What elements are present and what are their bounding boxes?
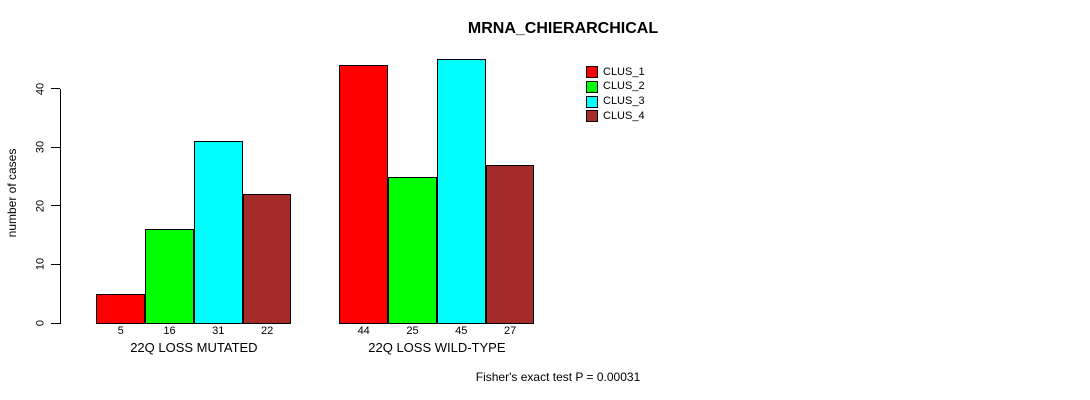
- legend-item: CLUS_1: [586, 66, 645, 78]
- bar-clus_1-group2: [339, 65, 389, 324]
- fisher-test-note: Fisher's exact test P = 0.00031: [475, 370, 641, 384]
- y-axis-tick: [51, 205, 60, 207]
- y-axis-tick-label: 40: [34, 82, 47, 95]
- bar-value-label: 25: [406, 325, 419, 337]
- bar-value-label: 16: [163, 325, 176, 337]
- y-axis-tick: [51, 146, 60, 148]
- legend-label: CLUS_3: [603, 95, 645, 108]
- bar-value-label: 45: [455, 325, 468, 337]
- legend-item: CLUS_4: [586, 109, 645, 123]
- bar-value-label: 5: [117, 325, 124, 337]
- chart-title: MRNA_CHIERARCHICAL: [467, 20, 659, 37]
- y-axis-tick-label: 0: [34, 319, 47, 327]
- bar-clus_4-group1: [242, 194, 292, 324]
- legend-swatch-clus_4: [586, 110, 598, 123]
- bar-clus_1-group1: [96, 293, 146, 324]
- legend-label: CLUS_2: [603, 80, 645, 93]
- x-group-label: 22Q LOSS WILD-TYPE: [368, 340, 506, 355]
- y-axis-tick-label: 20: [34, 199, 47, 212]
- bar-clus_4-group2: [485, 164, 535, 324]
- bar-clus_2-group2: [388, 176, 437, 324]
- legend-item: CLUS_2: [586, 80, 645, 93]
- bar-clus_2-group1: [145, 229, 194, 324]
- bar-value-label: 44: [357, 325, 370, 337]
- y-axis-tick: [51, 88, 60, 90]
- legend-swatch-clus_1: [586, 66, 598, 78]
- bar-value-label: 22: [260, 325, 274, 337]
- legend: CLUS_1 CLUS_2 CLUS_3 CLUS_4: [586, 66, 645, 123]
- y-axis-line: [60, 88, 61, 324]
- legend-swatch-clus_2: [586, 80, 598, 93]
- legend-item: CLUS_3: [586, 95, 645, 108]
- y-axis-tick: [51, 263, 60, 265]
- y-axis-tick-label: 10: [34, 258, 47, 271]
- y-axis-tick-label: 30: [34, 141, 47, 154]
- bar-value-label: 31: [212, 325, 225, 337]
- legend-swatch-clus_3: [586, 95, 598, 108]
- bar-value-label: 27: [503, 325, 517, 337]
- bar-clus_3-group1: [193, 141, 243, 324]
- legend-label: CLUS_4: [603, 109, 645, 122]
- y-axis-tick: [51, 322, 60, 324]
- legend-label: CLUS_1: [603, 65, 645, 78]
- x-group-label: 22Q LOSS MUTATED: [130, 340, 258, 355]
- bar-clus_3-group2: [436, 59, 486, 324]
